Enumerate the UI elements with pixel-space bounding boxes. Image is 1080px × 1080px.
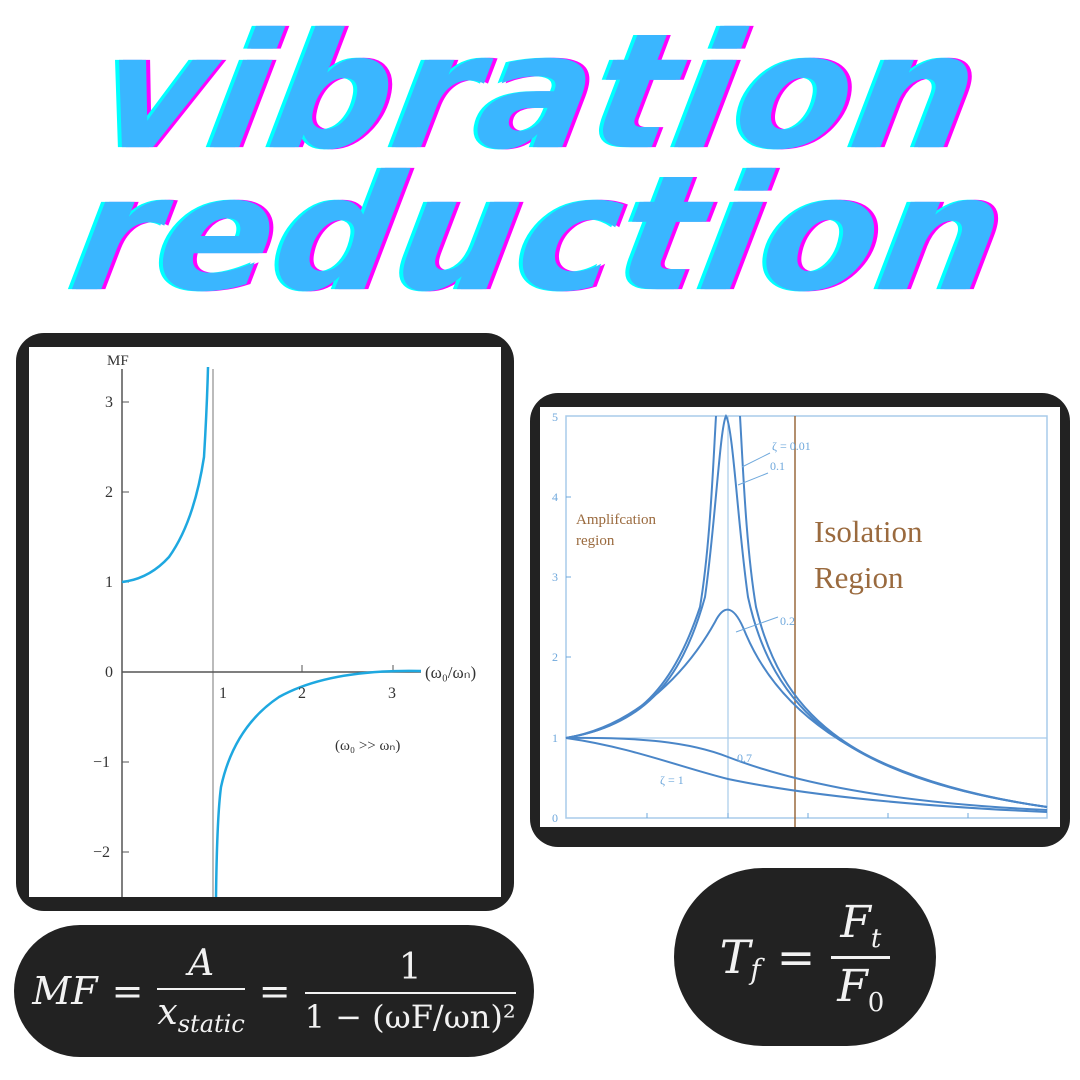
curve-label-01: 0.1 — [770, 459, 785, 473]
equals-sign: = — [776, 930, 816, 984]
left-chart-frame: MF 3 2 1 0 −1 −2 1 2 3 (ω₀/ωₙ) (ω₀ >> ωₙ… — [16, 333, 514, 911]
fraction: Ft F0 — [831, 897, 891, 1018]
transmissibility-chart: 5 4 3 2 1 0 ζ = — [552, 410, 1048, 827]
formula-lhs-subscript: f — [750, 952, 761, 986]
numerator-main: F — [840, 896, 871, 948]
x-tick: 2 — [298, 685, 306, 702]
y-tick: 3 — [105, 394, 113, 411]
x-tick: 3 — [388, 685, 396, 702]
y-tick: 0 — [105, 664, 113, 681]
title-line-2: reduction — [60, 140, 1020, 328]
isolation-label: Region — [814, 560, 904, 595]
y-tick: 2 — [552, 650, 558, 664]
y-tick: 0 — [552, 811, 558, 825]
equals-sign: = — [258, 969, 291, 1013]
curve-label-07: 0.7 — [737, 751, 752, 765]
mf-formula: MF = A xstatic = 1 1 − (ωF/ωn)² — [14, 925, 534, 1057]
denominator: F0 — [831, 955, 891, 1018]
y-tick: 1 — [105, 574, 113, 591]
denominator-subscript: 0 — [867, 987, 885, 1018]
right-chart-frame: 5 4 3 2 1 0 ζ = — [530, 393, 1070, 847]
y-tick: 1 — [552, 731, 558, 745]
curve-label-001: ζ = 0.01 — [772, 439, 811, 453]
denominator: x — [157, 992, 178, 1034]
y-tick: 5 — [552, 410, 558, 424]
amplification-label: Amplifcation — [576, 512, 656, 528]
denominator-subscript: static — [177, 1010, 245, 1039]
denominator-main: F — [837, 960, 868, 1012]
x-tick: 1 — [219, 685, 227, 702]
amplification-label: region — [576, 533, 615, 549]
right-chart-area: 5 4 3 2 1 0 ζ = — [540, 407, 1060, 827]
x-axis-label: (ω₀/ωₙ) — [425, 663, 476, 682]
y-tick: 2 — [105, 484, 113, 501]
curve-label-02: 0.2 — [780, 614, 795, 628]
numerator: Ft — [834, 897, 887, 956]
left-chart-area: MF 3 2 1 0 −1 −2 1 2 3 (ω₀/ωₙ) (ω₀ >> ωₙ… — [29, 347, 501, 897]
y-axis-label: MF — [107, 353, 129, 369]
denominator: 1 − (ωF/ωn)² — [304, 991, 516, 1036]
numerator: 1 — [398, 946, 422, 988]
numerator: A — [188, 943, 215, 985]
fraction-1: A xstatic — [157, 943, 245, 1039]
y-tick: 4 — [552, 490, 558, 504]
y-tick: −2 — [93, 844, 110, 861]
magnification-factor-chart: MF 3 2 1 0 −1 −2 1 2 3 (ω₀/ωₙ) (ω₀ >> ωₙ… — [93, 353, 476, 897]
y-tick: 3 — [552, 570, 558, 584]
numerator-subscript: t — [870, 923, 882, 954]
isolation-label: Isolation — [814, 514, 923, 549]
formula-lhs: MF — [32, 969, 98, 1013]
equals-sign: = — [111, 969, 144, 1013]
curve-label-1: ζ = 1 — [660, 773, 684, 787]
formula-lhs: T — [719, 930, 751, 984]
y-tick: −1 — [93, 754, 110, 771]
fraction-2: 1 1 − (ωF/ωn)² — [304, 946, 516, 1036]
fraction-bar: xstatic — [157, 988, 245, 1039]
annotation: (ω₀ >> ωₙ) — [335, 738, 400, 754]
